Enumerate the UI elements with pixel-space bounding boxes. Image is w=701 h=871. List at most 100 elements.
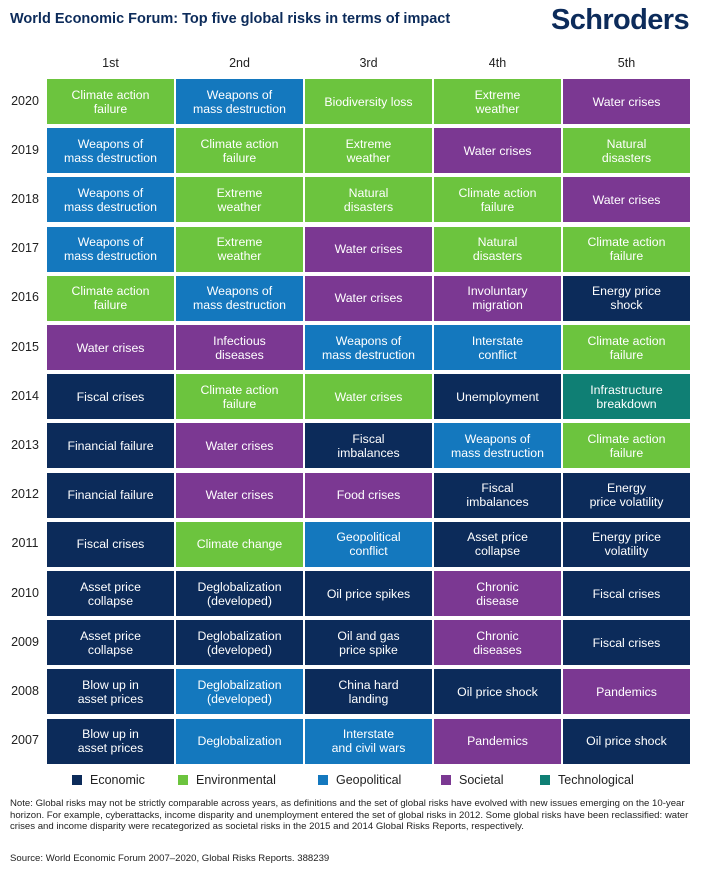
risk-cell: Climate action failure — [563, 226, 690, 272]
risk-cell-line: Extreme — [216, 235, 263, 250]
risk-cell-line: Climate action — [200, 136, 279, 151]
risk-cell-line: failure — [609, 445, 644, 460]
risk-cell-line: Fiscal — [352, 431, 385, 446]
risk-cell: Climate action failure — [47, 275, 174, 321]
risk-cell: Climate action failure — [47, 79, 174, 124]
risk-cell-line: failure — [222, 396, 257, 411]
risk-cell-line: diseases — [473, 642, 522, 657]
risk-cell: Water crises — [305, 374, 432, 420]
risk-cell-line: diseases — [215, 347, 264, 362]
risk-cell: Natural disasters — [305, 177, 432, 223]
risk-cell: Financial failure — [47, 472, 174, 518]
risk-cell: Weapons of mass destruction — [434, 423, 561, 469]
risk-cell: Fiscal imbalances — [434, 472, 561, 518]
risk-cell-line: Pandemics — [596, 684, 657, 699]
risk-cell-line: price volatility — [589, 495, 664, 510]
risk-cell-line: failure — [93, 298, 128, 313]
risk-cell-line: Climate action — [200, 382, 279, 397]
risk-cell-line: Weapons of — [77, 235, 144, 250]
risk-cell-line: Climate action — [587, 235, 666, 250]
risk-cell-line: Water crises — [76, 340, 145, 355]
risk-cell-line: migration — [472, 298, 523, 313]
risk-cell-line: Weapons of — [206, 87, 273, 102]
risk-cell-line: weather — [475, 101, 520, 116]
risk-cell: Water crises — [176, 423, 303, 469]
risk-cell-line: Pandemics — [467, 734, 528, 749]
risk-cell: Weapons of mass destruction — [47, 128, 174, 174]
risk-cell-line: disease — [476, 593, 519, 608]
risk-cell-line: mass destruction — [64, 249, 157, 264]
risk-cell-line: Involuntary — [467, 284, 528, 299]
risk-cell-line: conflict — [349, 544, 388, 559]
year-label-2016: 2016 — [11, 290, 39, 305]
risk-cell: Asset price collapse — [47, 620, 174, 666]
risk-cell-line: Food crises — [336, 488, 401, 503]
risk-cell-line: imbalances — [337, 445, 400, 460]
risk-cell: Water crises — [563, 177, 690, 223]
risk-cell-line: breakdown — [596, 396, 657, 411]
risk-cell: Energy price volatility — [563, 472, 690, 518]
risk-cell: Energy price shock — [563, 275, 690, 321]
risk-cell: Blow up in asset prices — [47, 718, 174, 764]
risk-cell: Water crises — [434, 128, 561, 174]
risk-cell-line: Climate action — [71, 284, 150, 299]
risk-cell-line: collapse — [87, 642, 134, 657]
risk-cell: China hard landing — [305, 669, 432, 715]
year-label-2017: 2017 — [11, 241, 39, 256]
risk-cell-line: failure — [222, 150, 257, 165]
year-label-2012: 2012 — [11, 487, 39, 502]
risk-cell: Infectious diseases — [176, 325, 303, 370]
risk-cell: Chronic diseases — [434, 620, 561, 666]
risk-cell-line: Geopolitical — [336, 530, 401, 545]
risk-cell-line: Fiscal crises — [76, 537, 145, 552]
risk-cell-line: Water crises — [334, 242, 403, 257]
risk-cell-line: Weapons of — [77, 185, 144, 200]
chart-title: World Economic Forum: Top five global ri… — [10, 11, 451, 27]
year-label-2010: 2010 — [11, 585, 39, 600]
risk-cell-line: Water crises — [334, 389, 403, 404]
risk-cell: Blow up in asset prices — [47, 669, 174, 715]
risk-cell: Water crises — [47, 325, 174, 370]
risk-cell-line: Interstate — [342, 727, 395, 742]
risk-cell-line: Asset price — [80, 579, 141, 594]
risk-cell-line: Extreme — [345, 136, 392, 151]
year-label-2008: 2008 — [11, 683, 39, 698]
risk-cell: Interstate and civil wars — [305, 718, 432, 764]
risk-cell: Extreme weather — [305, 128, 432, 174]
risk-cell: Fiscal crises — [47, 521, 174, 567]
risk-cell-line: Climate change — [196, 537, 283, 552]
risk-cell: Weapons of mass destruction — [176, 79, 303, 124]
risk-cell: Weapons of mass destruction — [47, 177, 174, 223]
risk-cell-line: conflict — [478, 347, 517, 362]
risk-cell-line: (developed) — [207, 593, 272, 608]
year-label-2019: 2019 — [11, 142, 39, 157]
risk-cell-line: Natural — [348, 185, 389, 200]
risk-cell-line: mass destruction — [193, 298, 286, 313]
risk-cell: Fiscal crises — [47, 374, 174, 420]
risk-cell-line: Financial failure — [67, 438, 154, 453]
legend-swatch — [318, 775, 328, 785]
risk-cell: Unemployment — [434, 374, 561, 420]
risk-cell: Climate action failure — [176, 128, 303, 174]
year-label-2013: 2013 — [11, 437, 39, 452]
risk-cell-line: Water crises — [592, 192, 661, 207]
risk-cell: Involuntary migration — [434, 275, 561, 321]
year-label-2014: 2014 — [11, 388, 39, 403]
risk-cell-line: asset prices — [77, 691, 144, 706]
risk-cell: Weapons of mass destruction — [176, 275, 303, 321]
risk-cell-line: Fiscal crises — [592, 586, 661, 601]
risk-cell-line: Fiscal — [481, 481, 514, 496]
risk-cell: Asset price collapse — [434, 521, 561, 567]
risk-cell: Deglobalization — [176, 718, 303, 764]
risk-cell-line: weather — [217, 249, 262, 264]
risk-cell-line: Extreme — [216, 185, 263, 200]
legend-swatch — [72, 775, 82, 785]
risk-cell: Oil price spikes — [305, 571, 432, 616]
risk-cell: Extreme weather — [176, 226, 303, 272]
risk-cell-line: Oil price shock — [457, 684, 538, 699]
risk-cell-line: (developed) — [207, 642, 272, 657]
risk-cell-line: Weapons of — [335, 333, 402, 348]
column-header-1st: 1st — [102, 56, 119, 70]
risk-cell-line: Water crises — [205, 438, 274, 453]
risk-cell-line: failure — [480, 199, 515, 214]
